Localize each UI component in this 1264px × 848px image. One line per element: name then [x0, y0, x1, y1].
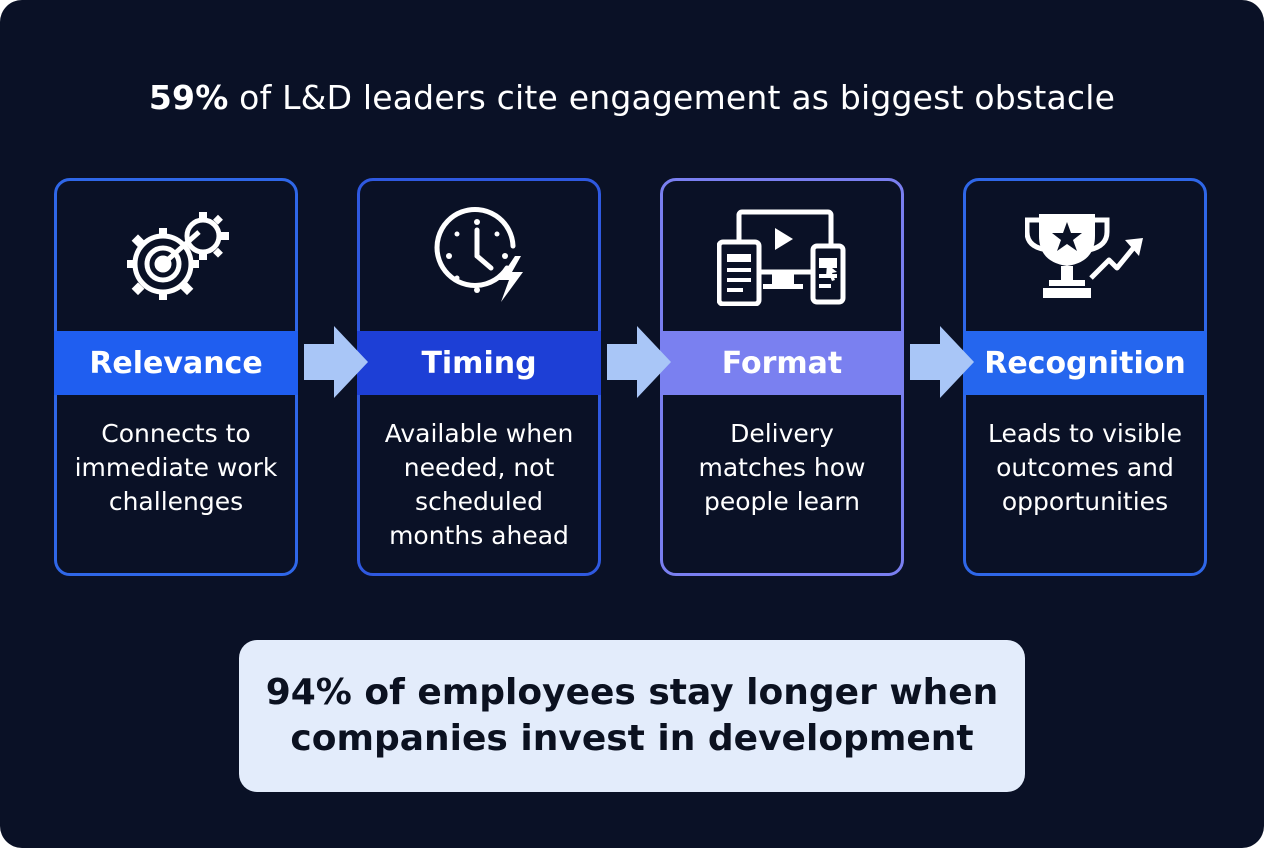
- card-description: Delivery matches how people learn: [698, 419, 866, 516]
- headline-text: of L&D leaders cite engagement as bigges…: [228, 78, 1116, 117]
- flow-arrow-icon: [304, 326, 368, 398]
- card-title: Timing: [357, 331, 601, 395]
- card-title: Relevance: [54, 331, 298, 395]
- card-title: Recognition: [963, 331, 1207, 395]
- card-description: Leads to visible outcomes and opportunit…: [988, 419, 1182, 516]
- flow-arrow-icon: [607, 326, 671, 398]
- callout-text: 94% of employees stay longer when compan…: [265, 672, 999, 759]
- flow-arrow-icon: [910, 326, 974, 398]
- trophy-growth-icon: [966, 181, 1204, 331]
- card-recognition: Recognition Leads to visible outcomes an…: [963, 178, 1207, 576]
- card-format: Format Delivery matches how people learn: [660, 178, 904, 576]
- gear-target-icon: [57, 181, 295, 331]
- headline: 59% of L&D leaders cite engagement as bi…: [0, 78, 1264, 117]
- card-timing: Timing Available when needed, not schedu…: [357, 178, 601, 576]
- devices-icon: [663, 181, 901, 331]
- card-relevance: Relevance Connects to immediate work cha…: [54, 178, 298, 576]
- clock-lightning-icon: [360, 181, 598, 331]
- card-title: Format: [660, 331, 904, 395]
- card-description: Available when needed, not scheduled mon…: [384, 419, 574, 550]
- card-description: Connects to immediate work challenges: [74, 419, 278, 516]
- headline-stat: 59%: [148, 78, 229, 117]
- callout-box: 94% of employees stay longer when compan…: [239, 640, 1025, 792]
